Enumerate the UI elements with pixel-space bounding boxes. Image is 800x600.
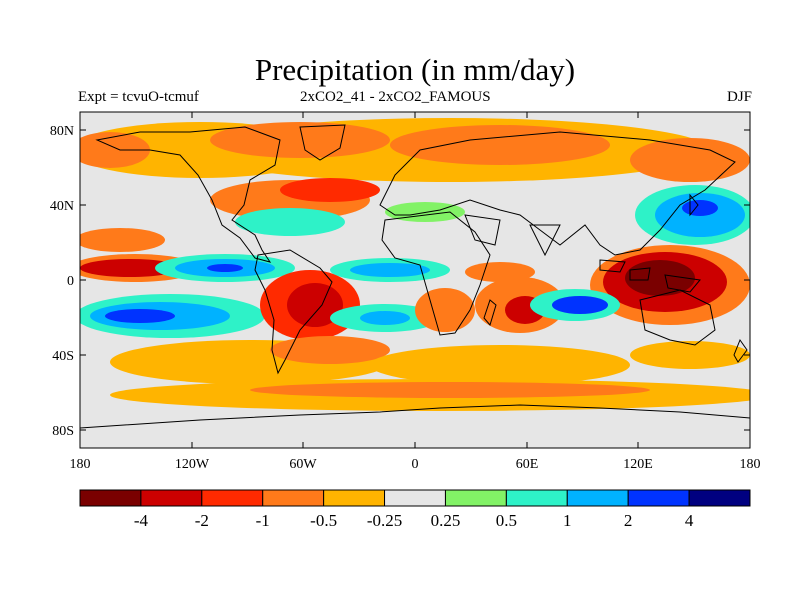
colorbar-label: -4 (134, 511, 149, 530)
colorbar-label: 4 (685, 511, 694, 530)
colorbar-label: 1 (563, 511, 572, 530)
lon-tick-label: 180 (70, 457, 91, 472)
colorbar-swatch (79, 489, 142, 507)
colorbar-swatch (627, 489, 690, 507)
colorbar-swatch (201, 489, 264, 507)
colorbar-swatch (566, 489, 629, 507)
colorbar-swatch (444, 489, 507, 507)
experiment-label: Expt = tcvuO-tcmuf (78, 89, 199, 105)
lat-tick-label: 40S (52, 349, 74, 364)
coastlines (80, 124, 750, 429)
map-field (80, 112, 750, 448)
colorbar-label: -0.5 (310, 511, 337, 530)
colorbar-swatch (505, 489, 568, 507)
colorbar-label: -2 (195, 511, 209, 530)
colorbar: -4 -2 -1 -0.5 -0.25 0.25 0.5 1 2 4 (79, 489, 751, 530)
lon-tick-label: 0 (412, 457, 419, 472)
frame-ticks (80, 112, 750, 448)
lon-tick-label: 120W (175, 457, 210, 472)
colorbar-swatch (140, 489, 203, 507)
lon-tick-label: 180 (740, 457, 761, 472)
plot-title: Precipitation (in mm/day) (254, 52, 576, 87)
lat-tick-label: 80S (52, 424, 74, 439)
comparison-label: 2xCO2_41 - 2xCO2_FAMOUS (300, 89, 491, 105)
lat-tick-label: 40N (50, 199, 74, 214)
colorbar-label: 0.25 (431, 511, 461, 530)
lat-tick-label: 0 (67, 274, 74, 289)
lat-tick-labels: 80N 40N 0 40S 80S (50, 124, 74, 439)
colorbar-label: 2 (624, 511, 633, 530)
colorbar-label: -0.25 (367, 511, 402, 530)
colorbar-label: 0.5 (496, 511, 517, 530)
lat-tick-label: 80N (50, 124, 74, 139)
colorbar-swatch (384, 489, 446, 507)
lon-tick-label: 60E (516, 457, 539, 472)
lon-tick-labels: 180 120W 60W 0 60E 120E 180 (70, 457, 761, 472)
colorbar-swatch (262, 489, 325, 507)
colorbar-swatch (688, 489, 751, 507)
colorbar-swatch (323, 489, 386, 507)
colorbar-label: -1 (256, 511, 270, 530)
lon-tick-label: 120E (623, 457, 653, 472)
lon-tick-label: 60W (289, 457, 317, 472)
season-label: DJF (726, 89, 752, 105)
